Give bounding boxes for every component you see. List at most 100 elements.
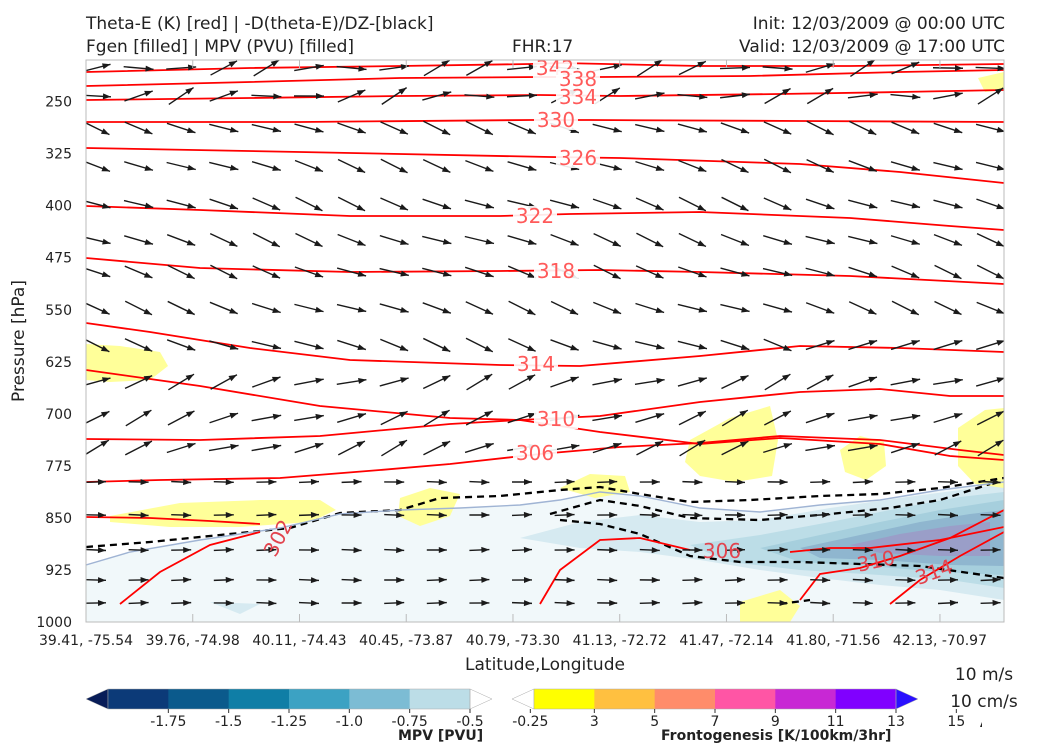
wind-vector-head <box>952 272 962 279</box>
wind-vector-head <box>783 307 793 313</box>
wind-vector-head <box>310 577 319 584</box>
wind-vector-head <box>697 165 707 172</box>
wind-legend-arrow <box>980 722 982 727</box>
wind-vector-head <box>229 126 239 133</box>
wind-vector-head <box>739 410 748 417</box>
wind-vector-head <box>953 127 963 134</box>
wind-vector-head <box>442 270 452 277</box>
wind-vector-head <box>143 410 152 417</box>
wind-vector-head <box>612 203 622 210</box>
wind-vector-head <box>612 307 622 314</box>
init-time: Init: 12/03/2009 @ 00:00 UTC <box>752 14 1005 34</box>
wind-vector-head <box>481 599 490 606</box>
wind-vector-head <box>314 165 323 172</box>
wind-vector-head <box>953 413 963 419</box>
wind-vector-head <box>736 479 745 486</box>
wind-vector-head <box>611 87 620 95</box>
wind-vector-head <box>102 63 111 70</box>
x-tick-label: 41.47, -72.14 <box>679 633 773 649</box>
wind-vector-head <box>102 238 111 245</box>
wind-vector-head <box>400 307 409 313</box>
colorbar-extend-max <box>895 688 919 710</box>
y-tick-label: 700 <box>45 407 72 423</box>
wind-vector-head <box>399 204 408 210</box>
colorbar-swatch <box>534 689 595 709</box>
wind-vector-head <box>740 127 750 134</box>
wind-vector-head <box>864 600 873 607</box>
wind-vector-head <box>907 512 916 519</box>
wind-vector-head <box>911 340 920 346</box>
wind-vector-head <box>229 344 239 350</box>
wind-vector-head <box>995 272 1004 279</box>
wind-vector-head <box>399 344 409 351</box>
wind-vector-head <box>399 128 408 135</box>
wind-vector-head <box>315 377 324 384</box>
wind-vector-head <box>484 60 493 68</box>
wind-vector-head <box>910 271 920 278</box>
wind-vector-head <box>442 91 452 97</box>
wind-vector-head <box>230 443 239 450</box>
wind-vector-head <box>907 478 916 485</box>
wind-vector-head <box>822 600 831 607</box>
wind-vector-head <box>441 375 451 382</box>
wind-vector-head <box>97 478 106 485</box>
wind-vector-head <box>353 599 362 606</box>
wind-vector-head <box>442 307 451 314</box>
colorbar-swatch <box>289 689 350 709</box>
wind-vector-head <box>911 202 921 209</box>
wind-vector-head <box>484 308 494 315</box>
wind-vector-head <box>357 344 366 350</box>
wind-vector-head <box>485 271 494 278</box>
wind-vector-head <box>523 576 532 583</box>
colorbar-tick-label: -0.75 <box>392 714 428 730</box>
wind-vector-head <box>740 375 749 382</box>
wind-vector-head <box>996 377 1004 383</box>
wind-vector-head <box>143 271 153 278</box>
wind-vector-head <box>143 375 153 382</box>
wind-vector-head <box>954 377 963 384</box>
fgen-colorbar-title: Frontogenesis [K/100km/3hr] <box>661 728 892 744</box>
wind-vector-head <box>143 127 153 134</box>
mpv-colorbar-title: MPV [PVU] <box>398 728 484 744</box>
wind-vector-head <box>483 374 493 381</box>
wind-vector-head <box>481 576 490 583</box>
wind-vector-head <box>356 90 366 96</box>
wind-vector-head <box>698 306 707 313</box>
wind-vector-head <box>400 239 409 245</box>
wind-vector-head <box>826 63 835 69</box>
wind-vector-head <box>225 600 234 607</box>
wind-vector-head <box>864 511 873 518</box>
wind-vector-head <box>782 411 791 418</box>
wind-vector-head <box>825 412 835 419</box>
wind-vector-head <box>315 343 324 350</box>
wind-vector-head <box>698 377 707 383</box>
wind-vector-head <box>441 441 451 448</box>
wind-vector-head <box>268 478 277 485</box>
wind-vector-head <box>784 65 793 72</box>
wind-vector-head <box>566 478 575 485</box>
wind-vector-head <box>186 127 196 134</box>
wind-vector-head <box>826 238 835 245</box>
wind-vector-head <box>183 512 192 519</box>
wind-vector-head <box>396 479 405 486</box>
wind-vector-head <box>438 599 447 606</box>
wind-vector-head <box>396 547 405 554</box>
wind-vector-head <box>782 88 791 96</box>
wind-vector-head <box>187 164 196 171</box>
colorbar-tick-label: 11 <box>827 714 845 730</box>
y-tick-label: 400 <box>45 199 72 215</box>
wind-vector-head <box>484 128 493 135</box>
wind-vector-head <box>694 547 703 554</box>
wind-vector-head <box>186 344 196 351</box>
wind-vector-head <box>570 344 579 351</box>
wind-vector-head <box>143 441 152 448</box>
colorbar-tick-label: -1.25 <box>271 714 307 730</box>
wind-vector-head <box>527 239 537 245</box>
wind-vector-head <box>740 166 749 173</box>
wind-vector-head <box>183 576 192 583</box>
wind-vector-head <box>736 576 745 583</box>
wind-vector-head <box>613 413 622 420</box>
wind-vector-head <box>353 512 362 519</box>
wind-vector-head <box>268 546 277 553</box>
wind-vector-head <box>527 271 536 278</box>
